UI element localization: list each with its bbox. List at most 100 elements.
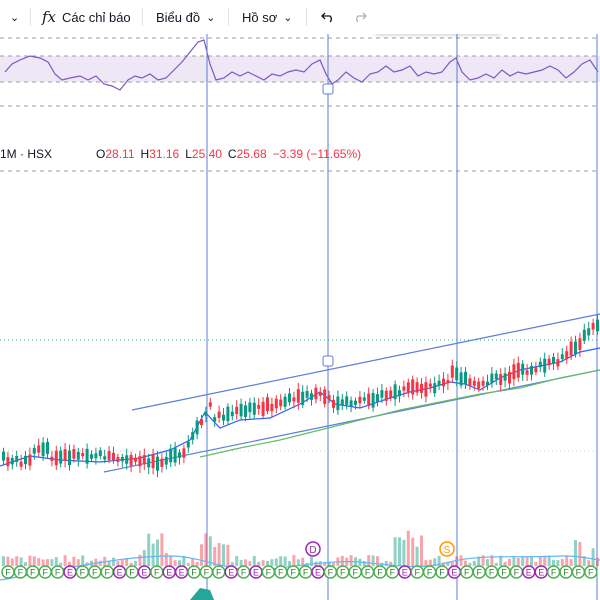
candle[interactable] — [455, 367, 459, 381]
profile-dropdown[interactable]: Hồ sơ ⌄ — [242, 0, 292, 34]
candle[interactable] — [574, 341, 577, 355]
candle[interactable] — [90, 454, 93, 459]
candle[interactable] — [420, 383, 423, 393]
candle[interactable] — [68, 450, 71, 466]
candle[interactable] — [32, 447, 36, 454]
candle[interactable] — [424, 382, 428, 397]
channel-lower-line[interactable] — [103, 369, 600, 473]
candle[interactable] — [340, 399, 344, 406]
candle[interactable] — [178, 452, 181, 458]
candle[interactable] — [437, 380, 441, 386]
candle[interactable] — [28, 454, 32, 466]
candle[interactable] — [59, 450, 63, 464]
candle[interactable] — [459, 372, 463, 386]
candle[interactable] — [314, 387, 318, 400]
candle[interactable] — [389, 390, 393, 399]
candle[interactable] — [354, 400, 357, 405]
candle[interactable] — [46, 441, 49, 455]
line-handle-top[interactable] — [322, 83, 334, 95]
interval-dropdown[interactable]: ⌄ — [10, 0, 19, 34]
candle[interactable] — [327, 395, 331, 400]
candle[interactable] — [10, 457, 14, 465]
candle[interactable] — [81, 453, 85, 457]
candle[interactable] — [569, 341, 573, 356]
candle[interactable] — [235, 406, 239, 415]
candle[interactable] — [169, 448, 173, 463]
candlestick-series[interactable] — [2, 313, 599, 477]
candle[interactable] — [446, 380, 450, 384]
candle[interactable] — [318, 392, 322, 396]
candle[interactable] — [72, 449, 76, 459]
candle[interactable] — [578, 338, 582, 351]
candle[interactable] — [486, 381, 489, 386]
candle[interactable] — [296, 389, 300, 403]
candle[interactable] — [477, 381, 481, 389]
candle[interactable] — [283, 396, 287, 407]
candle[interactable] — [116, 456, 120, 462]
candle[interactable] — [112, 452, 115, 461]
candle[interactable] — [63, 449, 67, 462]
undo-button[interactable] — [320, 0, 336, 34]
candle[interactable] — [503, 373, 507, 381]
candle[interactable] — [565, 351, 569, 360]
candle[interactable] — [54, 450, 58, 466]
candle[interactable] — [472, 380, 476, 386]
candle[interactable] — [305, 390, 309, 398]
candle[interactable] — [217, 411, 221, 418]
candle[interactable] — [156, 456, 159, 471]
candle[interactable] — [239, 403, 243, 417]
candle[interactable] — [142, 455, 146, 465]
candle[interactable] — [415, 382, 419, 393]
candle[interactable] — [556, 359, 560, 367]
dividend-marker[interactable]: D — [305, 541, 321, 557]
candle[interactable] — [94, 453, 98, 459]
candle[interactable] — [292, 397, 296, 402]
candle[interactable] — [393, 384, 397, 400]
candle[interactable] — [490, 373, 494, 383]
candle[interactable] — [50, 456, 54, 461]
line-handle-mid[interactable] — [322, 355, 334, 367]
candle[interactable] — [204, 411, 208, 416]
candle[interactable] — [98, 450, 102, 457]
candle[interactable] — [538, 361, 542, 368]
symbol-label[interactable]: 1M · HSX — [0, 147, 53, 161]
candle[interactable] — [195, 420, 199, 435]
candle[interactable] — [596, 319, 599, 332]
candle[interactable] — [371, 392, 375, 408]
candle[interactable] — [222, 414, 225, 421]
candle[interactable] — [543, 358, 547, 373]
candle[interactable] — [76, 451, 80, 460]
candle[interactable] — [591, 322, 595, 330]
candle[interactable] — [85, 448, 89, 464]
candle[interactable] — [362, 397, 366, 401]
candle[interactable] — [521, 363, 525, 375]
financial-marker[interactable] — [584, 565, 598, 579]
candle[interactable] — [345, 396, 349, 405]
candle[interactable] — [173, 447, 177, 463]
candle[interactable] — [481, 380, 485, 386]
candle[interactable] — [512, 364, 516, 380]
candle[interactable] — [358, 396, 362, 404]
candle[interactable] — [450, 365, 454, 378]
candle[interactable] — [398, 390, 401, 397]
candle[interactable] — [384, 390, 388, 401]
candle[interactable] — [208, 402, 212, 407]
candle[interactable] — [138, 456, 142, 467]
channel-upper-line[interactable] — [131, 313, 600, 411]
candle[interactable] — [24, 455, 27, 465]
candle[interactable] — [41, 442, 45, 457]
candle[interactable] — [587, 328, 591, 336]
candle[interactable] — [266, 397, 269, 411]
candle[interactable] — [433, 383, 437, 394]
candle[interactable] — [200, 419, 203, 426]
candle[interactable] — [301, 391, 305, 405]
candle[interactable] — [530, 365, 533, 375]
candle[interactable] — [323, 389, 327, 404]
candle[interactable] — [494, 373, 498, 380]
candle[interactable] — [411, 379, 415, 395]
candle[interactable] — [151, 454, 155, 469]
candle[interactable] — [442, 378, 445, 387]
candle[interactable] — [288, 393, 291, 403]
candle[interactable] — [103, 456, 107, 460]
